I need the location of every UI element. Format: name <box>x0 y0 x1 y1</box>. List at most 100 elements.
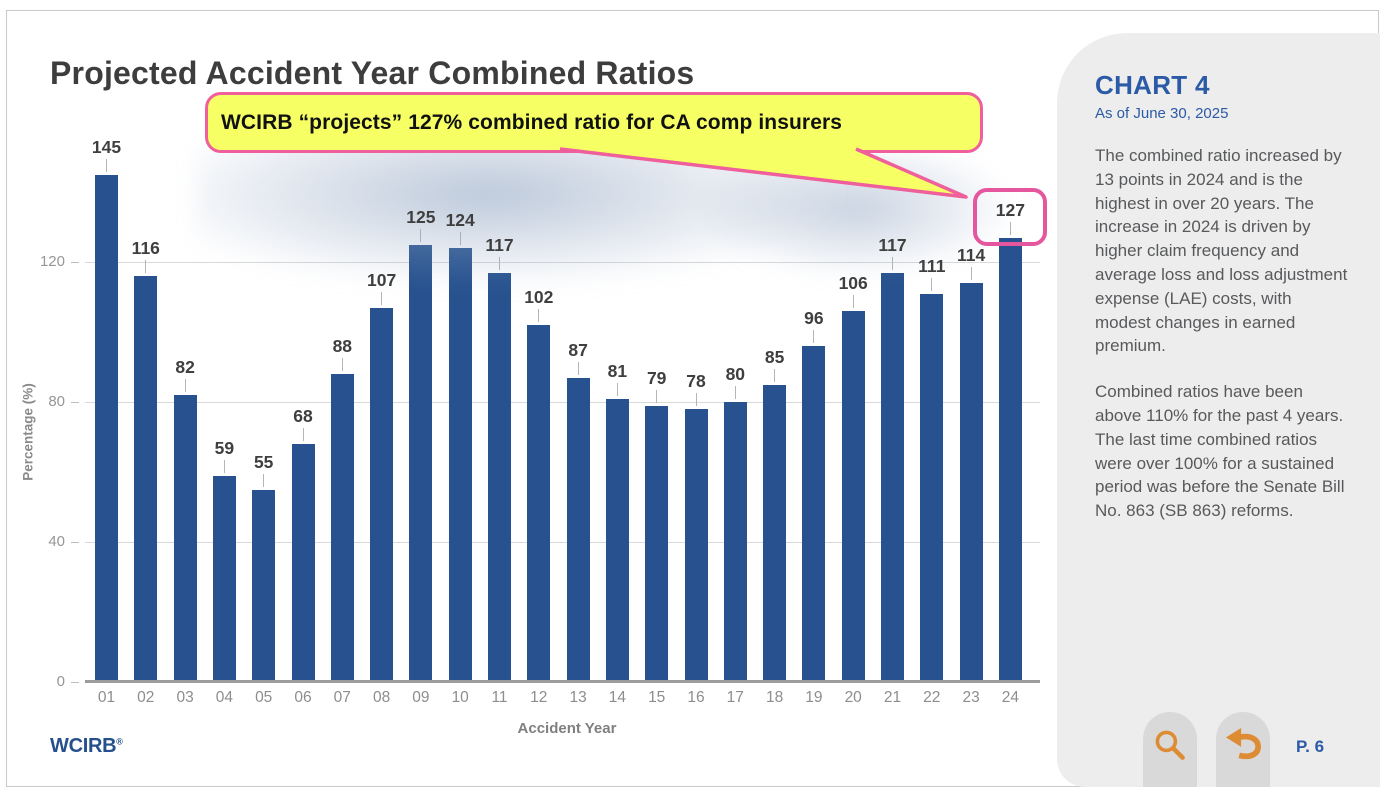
panel-paragraph-2: Combined ratios have been above 110% for… <box>1095 382 1345 521</box>
bar-label-leader <box>970 267 972 280</box>
back-button[interactable] <box>1216 712 1270 787</box>
back-arrow-icon <box>1226 727 1261 760</box>
bar-04 <box>212 475 236 682</box>
bar-20 <box>841 311 865 682</box>
bar-value-label: 145 <box>91 136 122 157</box>
x-tick-label: 09 <box>412 689 430 706</box>
bar-label-leader <box>892 256 893 270</box>
bar-value-label: 124 <box>445 210 475 230</box>
x-tick-label: 12 <box>530 689 548 706</box>
x-tick-label: 23 <box>962 689 980 706</box>
bar-label-leader <box>931 277 933 291</box>
x-tick-label: 22 <box>923 689 941 706</box>
sidebar-panel: CHART 4 As of June 30, 2025 The combined… <box>1057 33 1380 787</box>
bar-label-leader <box>341 358 343 371</box>
bar-06 <box>291 444 315 682</box>
bar-09 <box>409 244 433 682</box>
bar-03 <box>173 395 197 682</box>
registered-mark: ® <box>116 736 123 747</box>
bar-label-leader <box>774 368 776 382</box>
x-tick-label: 14 <box>608 689 627 706</box>
bar-label-leader <box>381 291 383 305</box>
bar-value-label: 80 <box>725 364 746 384</box>
y-tick-mark <box>71 402 79 403</box>
y-tick-mark <box>71 262 79 263</box>
bar-value-label: 96 <box>804 308 824 328</box>
bar-value-label: 68 <box>293 406 313 426</box>
bar-label-leader <box>656 389 658 403</box>
x-tick-label: 03 <box>176 689 194 706</box>
wcirb-logo: WCIRB® <box>50 735 123 758</box>
x-tick-label: 01 <box>97 689 116 706</box>
bar-label-leader <box>813 330 815 343</box>
bar-label-leader <box>420 228 422 242</box>
bar-label-leader <box>106 158 107 172</box>
callout-tail <box>559 147 968 199</box>
bar-18 <box>763 384 787 682</box>
bar-label-leader <box>734 386 736 399</box>
bar-08 <box>370 307 394 682</box>
y-tick-label: 0 <box>56 673 65 690</box>
bar-value-label: 102 <box>524 287 554 307</box>
bar-label-leader <box>577 361 579 375</box>
bar-label-leader <box>852 295 854 308</box>
bar-value-label: 79 <box>646 367 667 388</box>
x-tick-label: 06 <box>294 689 312 706</box>
search-icon <box>1155 730 1185 760</box>
search-button[interactable] <box>1143 712 1197 787</box>
bar-label-leader <box>459 232 461 245</box>
page-title: Projected Accident Year Combined Ratios <box>50 55 695 92</box>
y-tick-mark <box>71 682 79 683</box>
page-number: P. 6 <box>1296 737 1325 756</box>
bar-05 <box>252 489 276 682</box>
panel-paragraph-1: The combined ratio increased by 13 point… <box>1095 146 1348 356</box>
bar-07 <box>330 374 354 682</box>
bar-value-label: 82 <box>175 357 195 377</box>
bar-label-leader <box>302 428 304 441</box>
bar-label-leader <box>145 260 147 273</box>
bar-21 <box>881 272 904 682</box>
bar-value-label: 78 <box>686 371 706 391</box>
gridline-80 <box>85 402 1040 403</box>
bar-19 <box>802 346 826 682</box>
x-tick-label: 21 <box>883 689 902 706</box>
x-tick-label: 04 <box>215 689 234 706</box>
y-tick-label: 80 <box>48 393 65 410</box>
x-tick-label: 15 <box>648 689 666 706</box>
bar-value-label: 114 <box>956 245 986 265</box>
wcirb-logo-text: WCIRB <box>50 735 117 757</box>
bar-17 <box>723 402 747 682</box>
bar-label-leader <box>538 309 540 322</box>
bar-10 <box>448 248 472 682</box>
x-tick-label: 19 <box>805 689 823 706</box>
y-tick-mark <box>71 542 79 543</box>
x-tick-label: 11 <box>491 689 508 706</box>
x-axis-line <box>85 679 1040 683</box>
bar-value-label: 59 <box>214 437 235 458</box>
bar-22 <box>920 293 944 682</box>
bar-label-leader <box>695 393 697 406</box>
bar-value-label: 117 <box>485 234 514 255</box>
bar-value-label: 88 <box>332 336 353 356</box>
bar-16 <box>684 409 708 682</box>
bar-24 <box>998 237 1022 682</box>
bar-13 <box>566 377 590 682</box>
x-tick-label: 17 <box>726 689 744 706</box>
bar-11 <box>488 272 511 682</box>
bar-value-label: 116 <box>131 238 160 258</box>
bar-label-leader <box>263 473 265 487</box>
x-tick-label: 02 <box>137 689 155 706</box>
callout-text: WCIRB “projects” 127% combined ratio for… <box>221 110 843 134</box>
y-tick-label: 40 <box>48 533 65 550</box>
gridline-120 <box>85 262 1040 263</box>
x-tick-label: 07 <box>333 689 351 706</box>
bar-14 <box>605 398 629 682</box>
x-tick-label: 24 <box>1001 689 1020 706</box>
bar-value-label: 85 <box>764 346 785 367</box>
bar-01 <box>95 174 118 682</box>
bar-label-leader <box>499 256 500 270</box>
x-tick-label: 05 <box>255 689 273 706</box>
bar-02 <box>134 276 158 682</box>
bar-value-label: 87 <box>568 339 588 360</box>
x-tick-label: 16 <box>687 689 705 706</box>
